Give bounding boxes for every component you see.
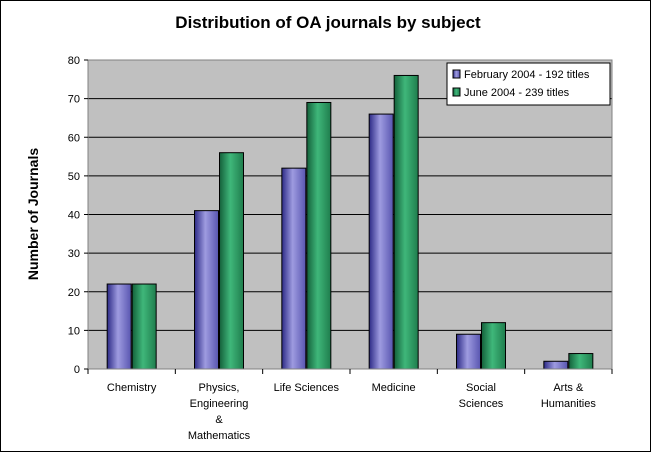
bar-june-2004 bbox=[393, 74, 419, 370]
category-label: Arts & Humanities bbox=[541, 382, 597, 410]
bar-june-2004 bbox=[306, 101, 332, 370]
y-axis-ticks: 0 10 20 30 40 50 60 70 80 bbox=[68, 55, 88, 376]
legend-swatch bbox=[452, 69, 461, 79]
category-label-line: Engineering bbox=[190, 398, 249, 410]
category-label: Medicine bbox=[372, 382, 416, 394]
y-tick-label: 60 bbox=[68, 132, 80, 144]
category-label: Chemistry bbox=[107, 382, 157, 394]
bar-june-2004 bbox=[481, 322, 506, 370]
category-label-line: Arts & bbox=[553, 382, 584, 394]
category-label: Social Sciences bbox=[459, 382, 504, 410]
category-label: Physics, Engineering & Mathematics bbox=[188, 382, 251, 442]
y-tick-label: 10 bbox=[68, 325, 80, 337]
y-tick-label: 30 bbox=[68, 248, 80, 260]
category-label-line: Life Sciences bbox=[274, 382, 340, 394]
bar-february-2004 bbox=[194, 210, 219, 370]
bars bbox=[106, 74, 594, 370]
legend-label: February 2004 - 192 titles bbox=[464, 69, 590, 81]
y-tick-label: 80 bbox=[68, 55, 80, 67]
bar-february-2004 bbox=[456, 333, 481, 370]
x-axis-categories: Chemistry Physics, Engineering & Mathematics… bbox=[107, 382, 596, 442]
category-label-line: Physics, bbox=[199, 382, 240, 394]
y-tick-label: 0 bbox=[74, 364, 80, 376]
bar-june-2004 bbox=[568, 353, 594, 370]
y-tick-label: 50 bbox=[68, 171, 80, 183]
category-label-line: Social bbox=[466, 382, 496, 394]
category-label-line: Sciences bbox=[459, 398, 504, 410]
category-label-line: Medicine bbox=[372, 382, 416, 394]
y-tick-label: 70 bbox=[68, 94, 80, 106]
bar-february-2004 bbox=[106, 283, 132, 370]
category-label-line: Chemistry bbox=[107, 382, 157, 394]
category-label-line: Humanities bbox=[541, 398, 597, 410]
legend-box bbox=[446, 62, 611, 106]
y-tick-label: 40 bbox=[68, 210, 80, 222]
category-label-line: & bbox=[215, 414, 223, 426]
category-label-line: Mathematics bbox=[188, 430, 251, 442]
chart-title: Distribution of OA journals by subject bbox=[175, 13, 481, 32]
y-tick-label: 20 bbox=[68, 287, 80, 299]
bar-june-2004 bbox=[131, 283, 157, 370]
bar-june-2004 bbox=[219, 152, 244, 370]
bar-february-2004 bbox=[368, 113, 394, 370]
bar-february-2004 bbox=[543, 360, 569, 370]
legend-swatch bbox=[452, 87, 461, 97]
legend: February 2004 - 192 titles June 2004 - 23… bbox=[446, 62, 611, 106]
legend-label: June 2004 - 239 titles bbox=[464, 87, 570, 99]
category-label: Life Sciences bbox=[274, 382, 340, 394]
bar-february-2004 bbox=[281, 167, 307, 370]
y-axis-label: Number of Journals bbox=[25, 148, 41, 280]
